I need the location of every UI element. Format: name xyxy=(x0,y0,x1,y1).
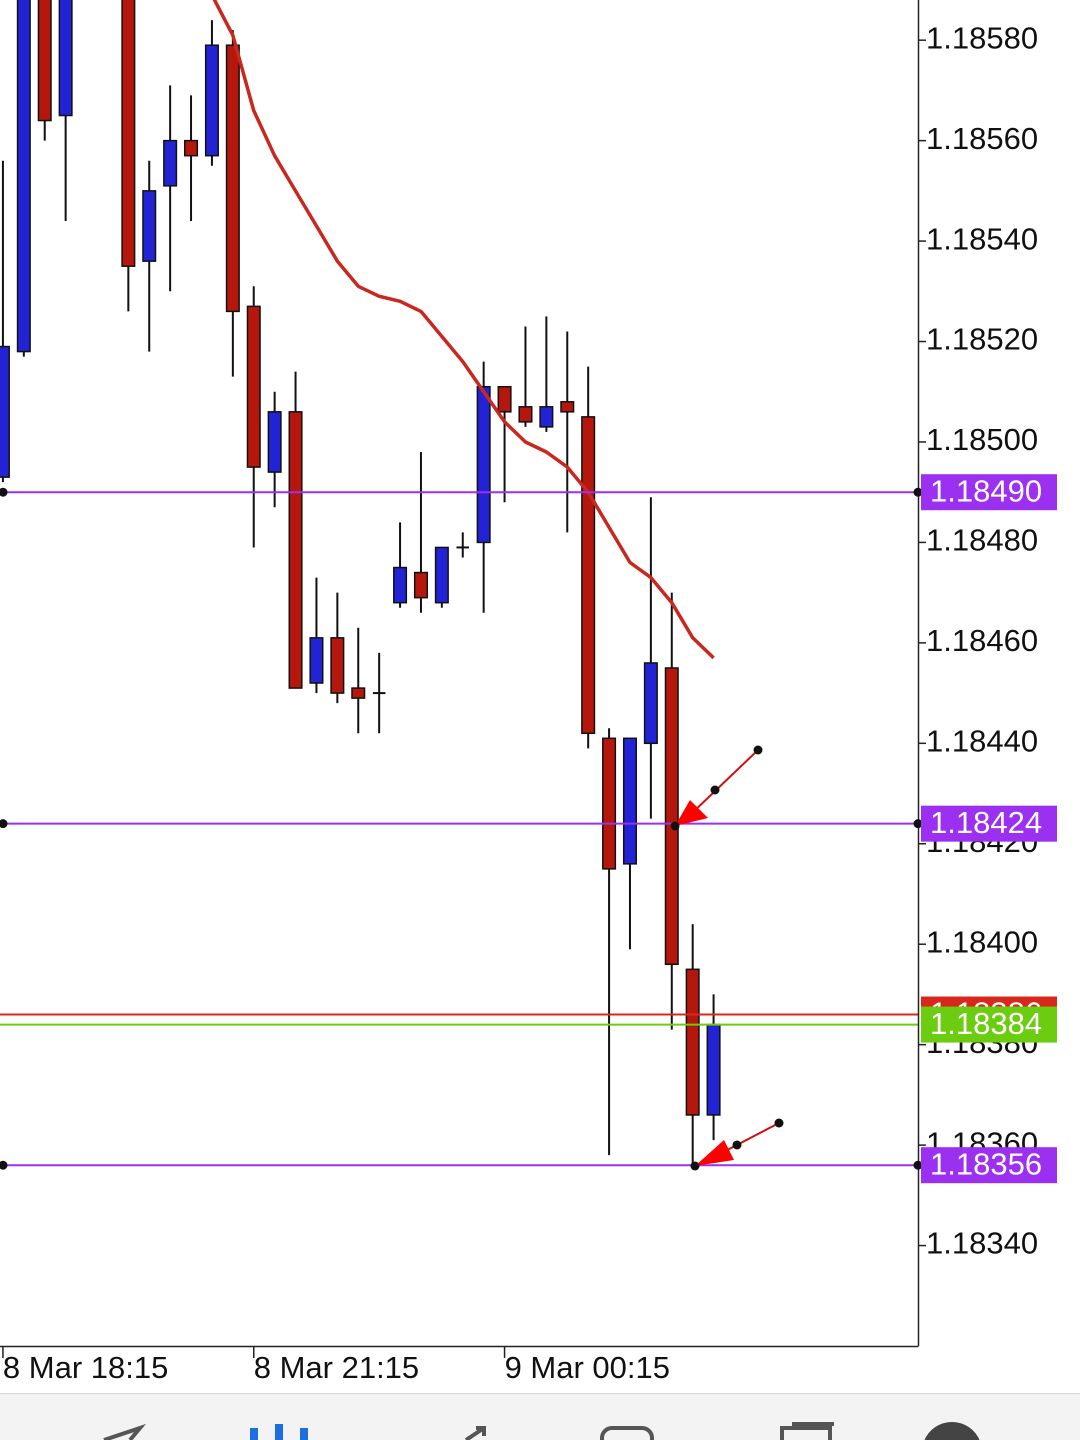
level-box xyxy=(921,805,1057,842)
candle-body xyxy=(330,637,345,694)
nav-history[interactable] xyxy=(600,1426,654,1440)
candle-body xyxy=(622,737,637,865)
nav-quotes[interactable] xyxy=(103,1423,147,1440)
y-tick-label: 1.18460 xyxy=(926,623,1038,658)
plot-area xyxy=(0,0,918,1167)
candle-body xyxy=(204,44,219,157)
bottom-toolbar xyxy=(0,1393,1080,1440)
drawn-arrows xyxy=(670,745,784,1171)
candle-body xyxy=(581,416,596,735)
level-handle xyxy=(913,487,923,497)
candle-body xyxy=(643,662,658,745)
candle-body xyxy=(309,637,324,684)
y-tick-label: 1.18340 xyxy=(926,1226,1038,1261)
y-tick-label: 1.18440 xyxy=(926,724,1038,759)
candle-body xyxy=(225,44,240,313)
y-tick-label: 1.18520 xyxy=(926,322,1038,357)
y-tick-label: 1.18400 xyxy=(926,924,1038,959)
arrow-line xyxy=(689,749,759,816)
candle-body xyxy=(58,0,73,117)
candle-body xyxy=(37,0,52,122)
candle-body xyxy=(413,571,428,599)
candle-body xyxy=(0,345,10,478)
level-label: 1.18490 xyxy=(930,473,1042,508)
nav-chart[interactable] xyxy=(250,1424,308,1440)
anchor-dot xyxy=(710,785,720,795)
candle-body xyxy=(497,385,512,413)
level-box xyxy=(921,1147,1057,1184)
candle-body xyxy=(539,406,554,428)
candle-body xyxy=(706,1023,721,1116)
level-label: 1.18356 xyxy=(930,1146,1042,1181)
x-tick-label: 8 Mar 21:15 xyxy=(254,1350,419,1385)
anchor-dot xyxy=(774,1118,784,1128)
level-label: 1.18424 xyxy=(930,805,1042,840)
y-tick-label: 1.18500 xyxy=(926,422,1038,457)
level-handle xyxy=(913,1160,923,1170)
candle-body xyxy=(16,0,31,353)
candle-body xyxy=(560,401,575,413)
x-tick-label: 8 Mar 18:15 xyxy=(3,1350,168,1385)
arrow-head xyxy=(695,1140,734,1166)
candle-body xyxy=(163,139,178,187)
candle-body xyxy=(476,385,491,544)
y-tick-label: 1.18560 xyxy=(926,121,1038,156)
level-box xyxy=(921,474,1057,511)
level-handle xyxy=(0,487,8,497)
candle-body xyxy=(434,546,449,604)
price-label: 1.18384 xyxy=(930,1006,1042,1041)
price-box xyxy=(921,1006,1057,1043)
moving-average xyxy=(212,0,715,660)
y-tick-label: 1.18480 xyxy=(926,523,1038,558)
nav-messages[interactable] xyxy=(780,1422,834,1440)
y-tick-label: 1.18540 xyxy=(926,221,1038,256)
nav-settings[interactable] xyxy=(922,1422,982,1440)
candle-body xyxy=(184,139,199,157)
anchor-dot xyxy=(753,745,763,755)
anchor-dot xyxy=(690,1161,700,1171)
candle-body xyxy=(246,305,261,468)
candle-body xyxy=(267,411,282,473)
candle-body xyxy=(393,566,408,604)
arrow-head xyxy=(675,800,708,826)
level-handle xyxy=(0,819,8,829)
y-tick-label: 1.18580 xyxy=(926,20,1038,55)
candle-body xyxy=(685,968,700,1116)
candle-body xyxy=(602,737,617,870)
anchor-dot xyxy=(732,1140,742,1150)
candle-body xyxy=(351,687,366,699)
candle-body xyxy=(142,190,157,262)
anchor-dot xyxy=(670,821,680,831)
toolbar-bg xyxy=(0,1393,1080,1440)
candle-body xyxy=(664,667,679,966)
x-tick-label: 9 Mar 00:15 xyxy=(505,1350,670,1385)
candle-body xyxy=(518,406,533,423)
level-handle xyxy=(0,1160,8,1170)
candle-body xyxy=(288,411,303,689)
candle-body xyxy=(121,0,136,267)
nav-trade[interactable] xyxy=(464,1426,486,1440)
level-handle xyxy=(913,819,923,829)
